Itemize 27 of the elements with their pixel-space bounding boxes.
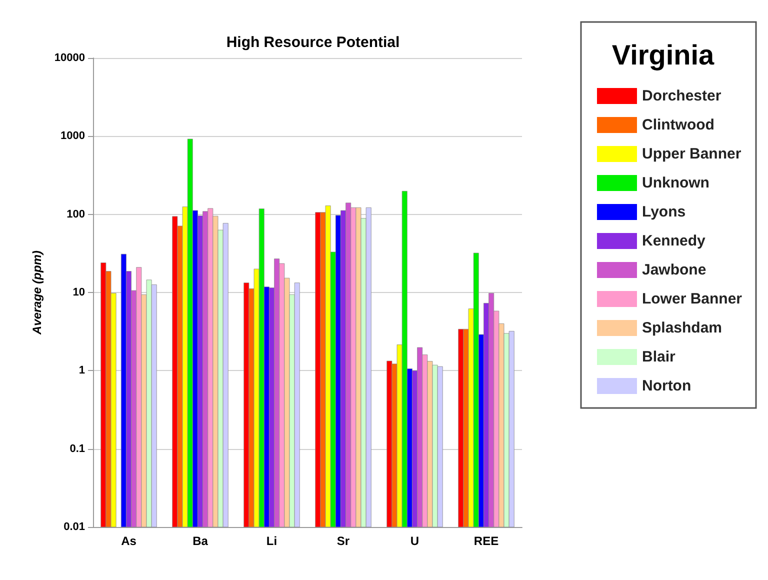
y-tick-label: 100 xyxy=(66,208,85,220)
legend-label: Splashdam xyxy=(642,320,722,336)
x-tick-label: U xyxy=(410,534,420,548)
chart-title: High Resource Potential xyxy=(226,34,400,51)
y-axis-title: Average (ppm) xyxy=(30,250,44,336)
x-tick-label: As xyxy=(121,534,137,548)
y-tick-label: 0.1 xyxy=(70,442,85,455)
legend-label: Clintwood xyxy=(642,116,714,134)
y-tick-label: 10000 xyxy=(54,52,85,64)
y-tick-label: 1000 xyxy=(60,130,85,142)
legend-label: Blair xyxy=(642,348,676,366)
x-tick-label: Sr xyxy=(336,534,350,548)
legend-label: Kennedy xyxy=(642,232,706,250)
legend-label: Lyons xyxy=(642,204,686,220)
legend-label: Dorchester xyxy=(642,88,722,104)
legend-label: Unknown xyxy=(642,174,710,192)
x-tick-label: Li xyxy=(266,534,278,548)
x-tick-label: REE xyxy=(474,534,499,548)
x-tick-label: Ba xyxy=(192,534,208,548)
legend-label: Lower Banner xyxy=(642,290,742,308)
legend-title: Virginia xyxy=(612,40,715,70)
y-tick-label: 1 xyxy=(78,364,85,377)
legend-label: Upper Banner xyxy=(642,146,742,162)
legend-label: Norton xyxy=(642,378,692,394)
legend-label: Jawbone xyxy=(642,262,706,278)
y-tick-label: 0.01 xyxy=(64,521,85,533)
y-tick-label: 10 xyxy=(72,286,85,298)
